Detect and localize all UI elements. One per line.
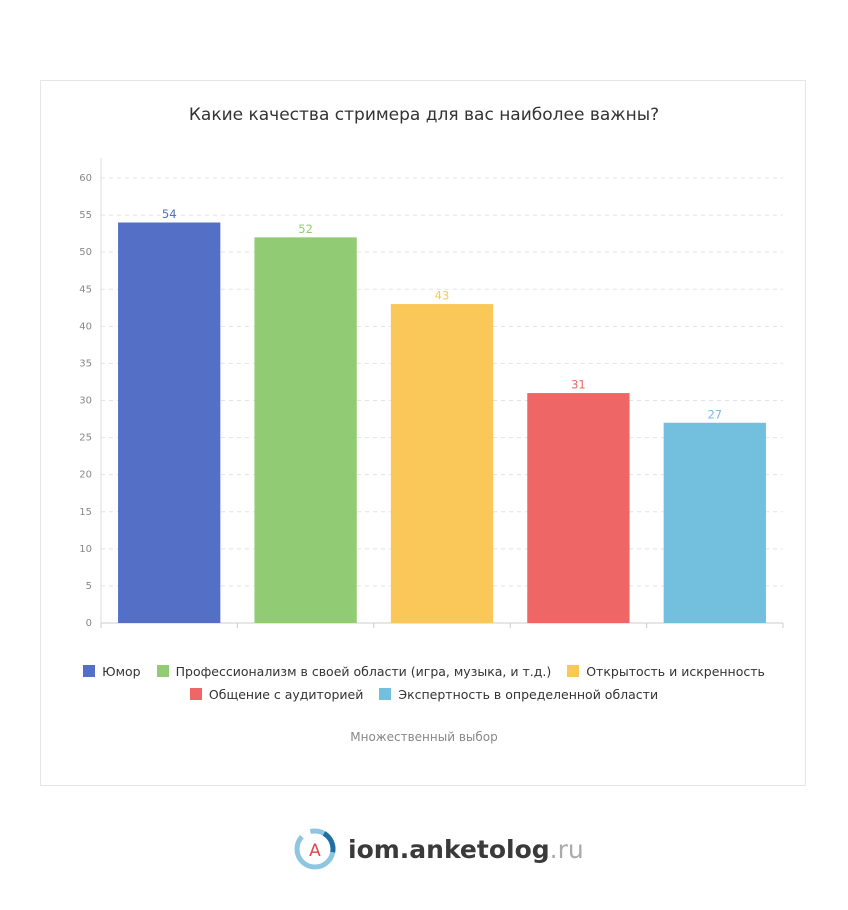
- brand-domain: .ru: [549, 834, 584, 864]
- value-label: 27: [707, 407, 722, 421]
- bar: [118, 222, 221, 623]
- legend-label: Экспертность в определенной области: [398, 686, 659, 702]
- legend-label: Открытость и искренность: [586, 663, 765, 679]
- bar: [390, 304, 494, 623]
- bar: [254, 237, 357, 624]
- chart-note: Множественный выбор: [350, 730, 498, 744]
- legend-swatch: [567, 665, 580, 677]
- legend: Юмор Профессионализм в своей области (игр…: [70, 663, 778, 702]
- legend-item: Общение с аудиторией: [189, 686, 364, 702]
- legend-swatch: [189, 688, 202, 700]
- legend-label: Общение с аудиторией: [208, 686, 364, 702]
- bar: [527, 393, 630, 623]
- y-tick-label: 20: [79, 470, 92, 481]
- legend-label: Профессионализм в своей области (игра, м…: [175, 663, 552, 679]
- value-label: 31: [571, 378, 586, 392]
- legend-item: Профессионализм в своей области (игра, м…: [156, 663, 552, 679]
- logo-letter: A: [309, 841, 321, 861]
- y-tick-label: 50: [79, 247, 92, 258]
- y-tick-label: 35: [79, 358, 92, 369]
- legend-item: Открытость и искренность: [567, 663, 765, 679]
- y-tick-label: 10: [79, 544, 92, 555]
- brand-name: iom.anketolog: [348, 834, 550, 864]
- value-label: 52: [298, 222, 313, 236]
- chart: Какие качества стримера для вас наиболее…: [79, 105, 784, 629]
- chart-title: Какие качества стримера для вас наиболее…: [189, 105, 659, 125]
- y-tick-label: 45: [79, 284, 92, 295]
- y-tick-label: 5: [86, 581, 92, 592]
- value-label: 54: [162, 207, 177, 221]
- y-tick-label: 0: [86, 618, 92, 629]
- legend-swatch: [379, 688, 392, 700]
- y-tick-label: 55: [79, 210, 92, 221]
- logo-icon: A: [294, 828, 336, 870]
- legend-swatch: [156, 665, 169, 677]
- value-label: 43: [435, 289, 450, 303]
- y-tick-label: 25: [79, 433, 92, 444]
- y-tick-label: 40: [79, 321, 92, 332]
- legend-item: Юмор: [83, 663, 141, 679]
- y-tick-label: 30: [79, 396, 92, 407]
- legend-label: Юмор: [102, 663, 141, 679]
- legend-swatch: [83, 665, 96, 677]
- legend-item: Экспертность в определенной области: [379, 686, 659, 702]
- chart-card: [40, 80, 806, 786]
- brand: A iom.anketolog.ru: [292, 826, 584, 872]
- bar: [663, 422, 766, 623]
- y-tick-label: 60: [79, 173, 92, 184]
- y-tick-label: 15: [79, 507, 92, 518]
